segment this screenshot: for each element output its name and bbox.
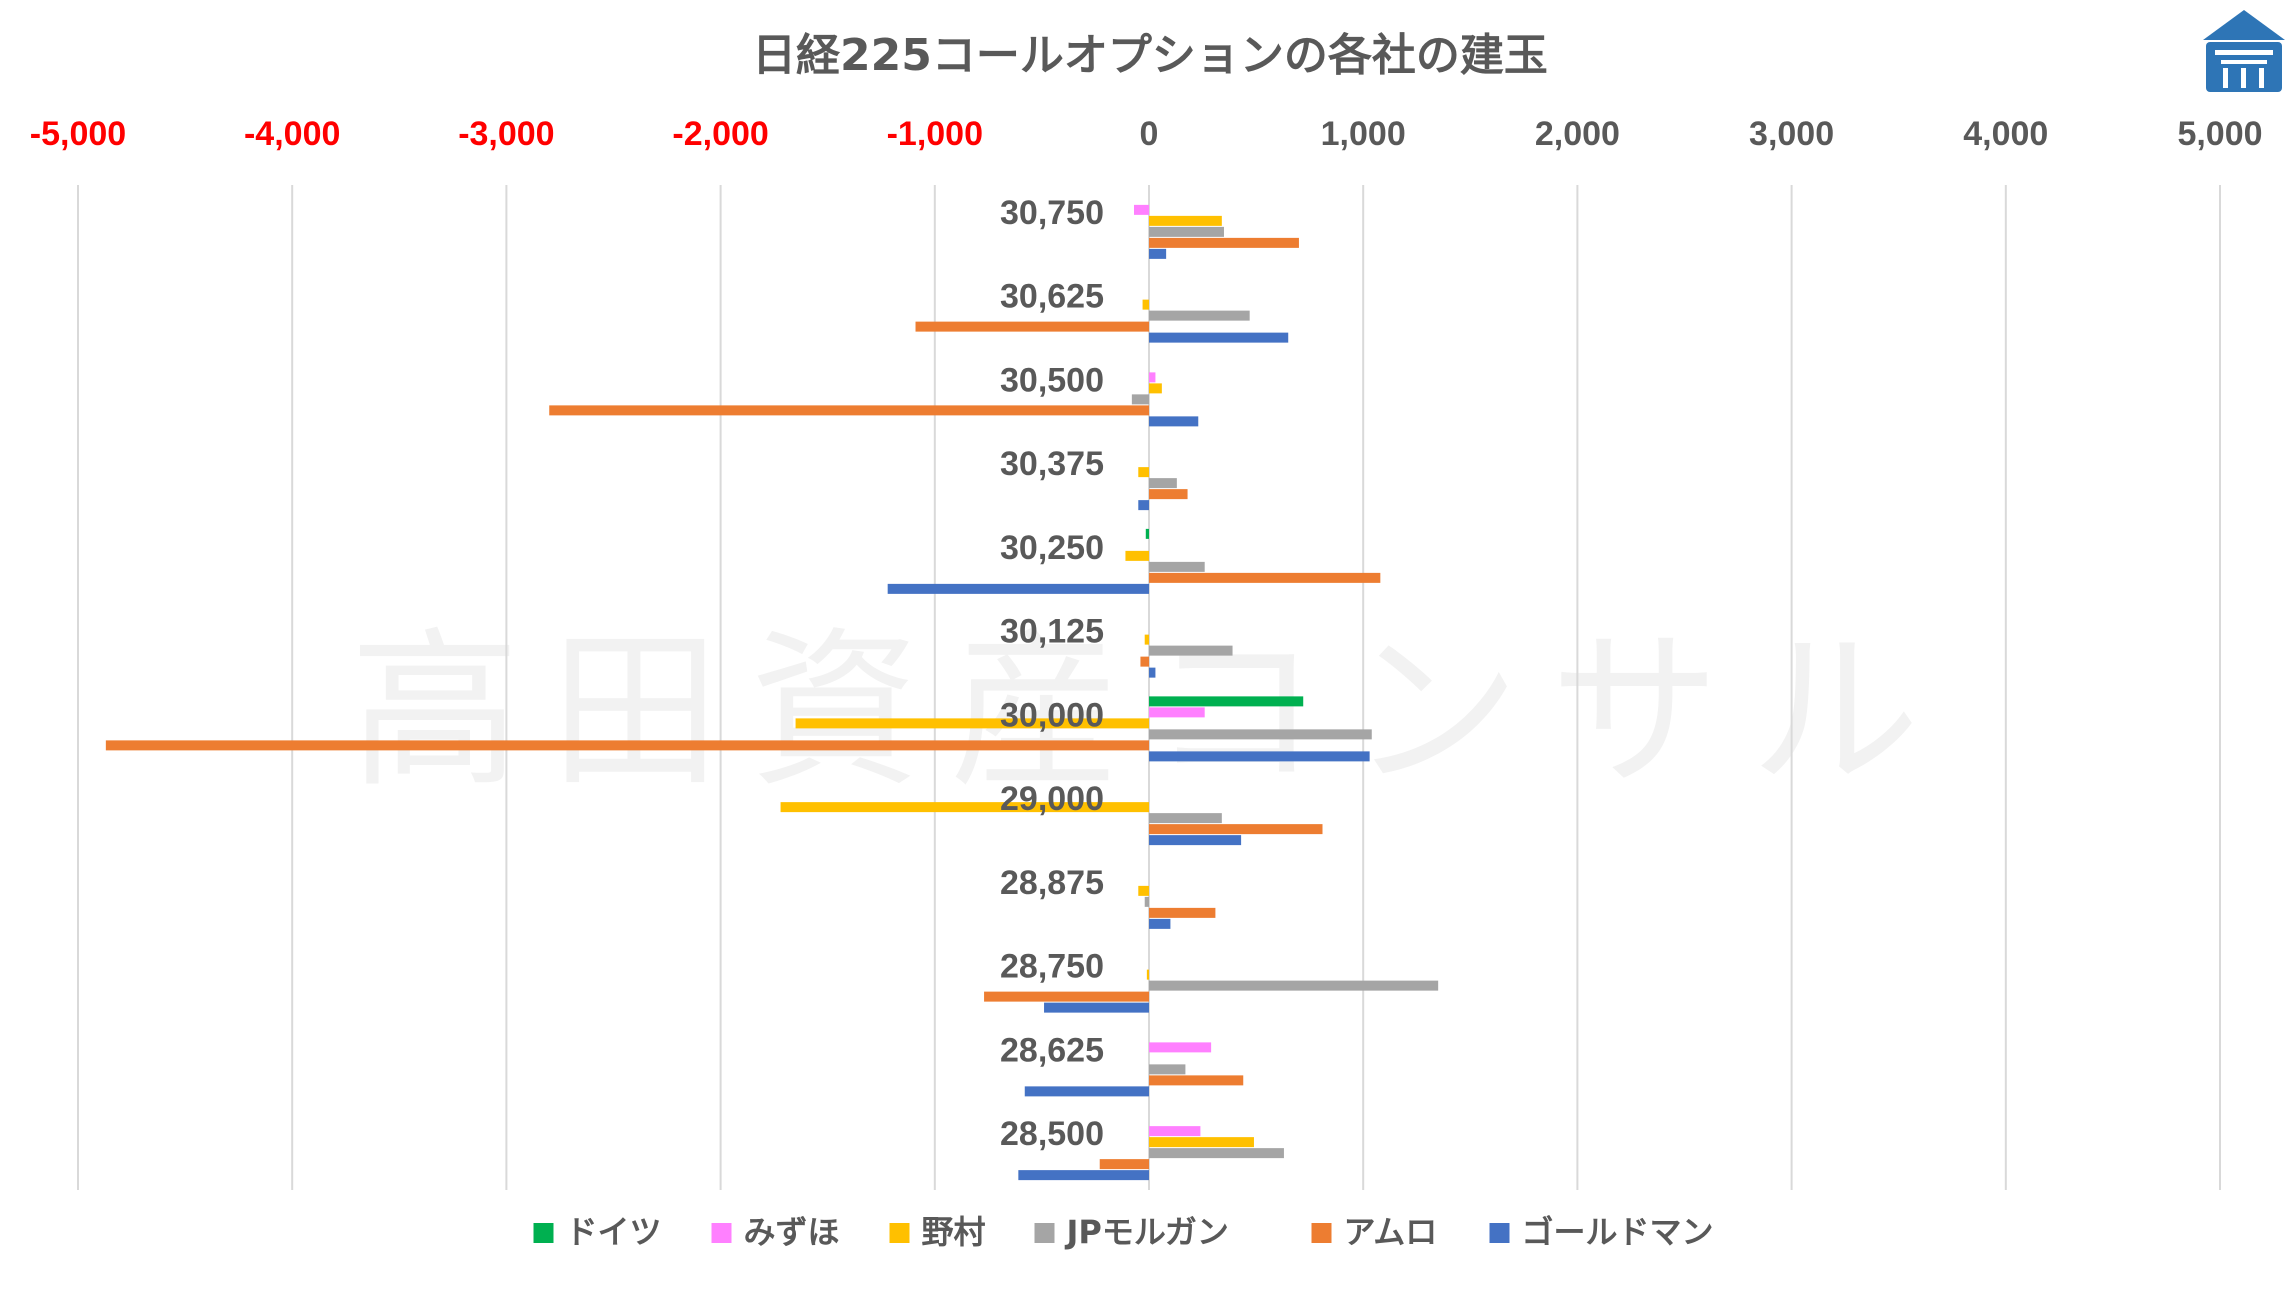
bar-みずほ (1149, 372, 1156, 383)
bar-ゴールドマン (1138, 500, 1149, 511)
category-label: 30,750 (1000, 194, 1104, 232)
bar-JPモルガン (1149, 729, 1372, 740)
bar-みずほ (1149, 707, 1205, 718)
bar-ゴールドマン (1024, 1086, 1149, 1097)
legend-swatch (1311, 1223, 1332, 1243)
bar-ゴールドマン (1044, 1002, 1149, 1013)
x-tick-label: -4,000 (244, 115, 340, 153)
bar-JPモルガン (1149, 1148, 1284, 1159)
bar-ゴールドマン (1149, 416, 1199, 427)
x-tick-label: -5,000 (30, 115, 126, 153)
x-tick-label: -2,000 (672, 115, 768, 153)
bar-JPモルガン (1149, 813, 1222, 824)
bar-野村 (1138, 885, 1149, 896)
bar-ゴールドマン (1149, 667, 1156, 678)
bar-JPモルガン (1149, 645, 1233, 656)
category-label: 30,625 (1000, 278, 1104, 316)
bar-アムロ (1149, 824, 1323, 835)
x-tick-label: 1,000 (1321, 115, 1406, 153)
category-label: 28,875 (1000, 864, 1104, 902)
bar-みずほ (1134, 204, 1149, 215)
bar-ドイツ (1145, 528, 1149, 539)
category-labels: 30,750 30,625 30,500 30,375 30,250 30,125 30,0… (1000, 194, 1104, 1153)
bar-JPモルガン (1149, 310, 1250, 321)
legend-label: JPモルガン (1065, 1213, 1229, 1251)
bar-ゴールドマン (1149, 248, 1167, 259)
category-label: 28,500 (1000, 1115, 1104, 1153)
bar-野村 (795, 718, 1149, 729)
bar-アムロ (1149, 489, 1188, 500)
x-tick-label: 0 (1140, 115, 1159, 153)
bar-みずほ (1149, 1126, 1201, 1137)
bar-アムロ (1149, 1075, 1244, 1086)
bar-アムロ (1149, 907, 1216, 918)
bar-野村 (1138, 467, 1149, 478)
legend-swatch (1489, 1223, 1510, 1243)
legend-swatch (1034, 1223, 1055, 1243)
legend-label: 野村 (922, 1213, 986, 1251)
x-tick-label: 5,000 (2177, 115, 2262, 153)
bar-アムロ (1140, 656, 1149, 667)
x-tick-label: 2,000 (1535, 115, 1620, 153)
category-label: 28,750 (1000, 948, 1104, 986)
category-label: 30,125 (1000, 613, 1104, 651)
bar-ゴールドマン (1149, 918, 1171, 929)
bar-ドイツ (1149, 696, 1304, 707)
category-label: 30,500 (1000, 361, 1104, 399)
legend-swatch (889, 1223, 910, 1243)
category-label: 30,000 (1000, 696, 1104, 734)
bar-アムロ (984, 991, 1149, 1002)
x-tick-label: 4,000 (1963, 115, 2048, 153)
bar-野村 (1144, 634, 1149, 645)
bar-アムロ (549, 405, 1149, 416)
bar-JPモルガン (1144, 896, 1149, 907)
category-label: 28,625 (1000, 1031, 1104, 1069)
bar-野村 (1149, 1137, 1254, 1148)
bar-アムロ (915, 321, 1149, 332)
bar-JPモルガン (1149, 561, 1205, 572)
bar-野村 (1125, 550, 1149, 561)
bar-野村 (1146, 969, 1149, 980)
legend-swatch (711, 1223, 732, 1243)
logo-icon (2203, 10, 2285, 92)
legend-label: みずほ (744, 1213, 840, 1251)
category-label: 30,250 (1000, 529, 1104, 567)
x-tick-label: -1,000 (887, 115, 983, 153)
bar-みずほ (1149, 1042, 1212, 1053)
bar-JPモルガン (1149, 980, 1439, 991)
legend-swatch (533, 1223, 554, 1243)
bar-JPモルガン (1131, 394, 1149, 405)
bar-ゴールドマン (1149, 332, 1289, 343)
bar-ゴールドマン (887, 583, 1149, 594)
bar-野村 (1149, 215, 1222, 226)
bar-アムロ (1099, 1159, 1149, 1170)
legend-label: ドイツ (566, 1213, 662, 1251)
bar-ゴールドマン (1149, 835, 1242, 846)
legend-label: ゴールドマン (1522, 1213, 1714, 1251)
bar-野村 (780, 802, 1149, 813)
legend-label: アムロ (1344, 1213, 1438, 1251)
bar-野村 (1142, 299, 1149, 310)
bar-アムロ (105, 740, 1150, 751)
legend: ドイツ みずほ 野村 JPモルガン アムロ ゴールドマン (533, 1213, 1714, 1251)
chart-title: 日経225コールオプションの各社の建玉 (752, 30, 1548, 81)
category-label: 30,375 (1000, 445, 1104, 483)
bar-ゴールドマン (1149, 751, 1370, 762)
bar-アムロ (1149, 237, 1299, 248)
x-tick-label: 3,000 (1749, 115, 1834, 153)
bar-JPモルガン (1149, 1064, 1186, 1075)
bar-野村 (1149, 383, 1162, 394)
watermark: 高田資産コンサル (350, 613, 1950, 811)
grid-lines (77, 185, 2221, 1190)
bar-アムロ (1149, 572, 1381, 583)
bar-JPモルガン (1149, 478, 1177, 489)
x-axis: -5,000 -4,000 -3,000 -2,000 -1,000 0 1,000 2,00… (30, 115, 2263, 153)
bars (105, 204, 1439, 1181)
category-label: 29,000 (1000, 780, 1104, 818)
bar-JPモルガン (1149, 226, 1224, 237)
x-tick-label: -3,000 (458, 115, 554, 153)
bar-ゴールドマン (1018, 1170, 1149, 1181)
